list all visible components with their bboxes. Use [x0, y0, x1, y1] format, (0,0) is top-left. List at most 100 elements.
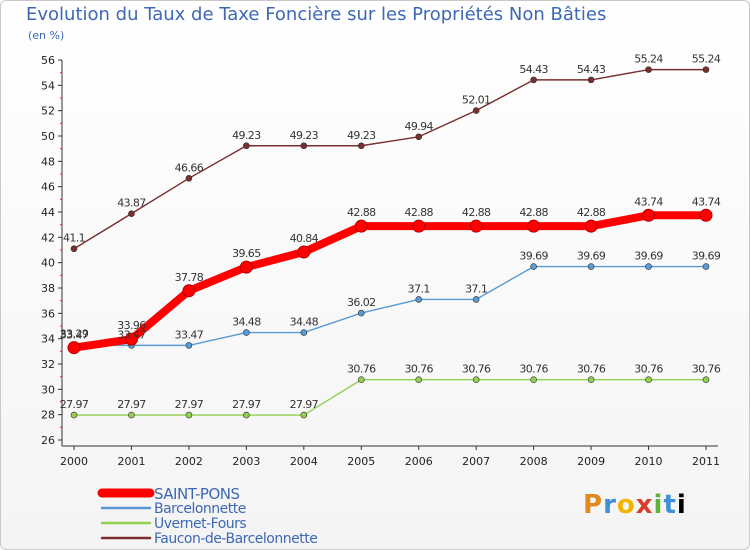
data-point: [587, 263, 595, 270]
y-tick-label: 40: [41, 257, 55, 270]
logo-letter: i: [676, 490, 687, 520]
y-tick-label: 26: [41, 434, 55, 447]
y-axis-unit: (en %): [28, 29, 65, 42]
data-point: [702, 376, 710, 384]
data-point: [185, 342, 193, 349]
data-label: 39.69: [519, 250, 548, 263]
x-tick-label: 2006: [405, 455, 433, 468]
data-point: [645, 263, 652, 270]
data-label: 34.48: [232, 316, 261, 329]
data-label: 30.76: [462, 363, 491, 376]
data-point: [702, 263, 710, 270]
data-label: 55.24: [692, 53, 721, 66]
y-tick-label: 34: [41, 333, 55, 346]
data-point: [412, 219, 426, 233]
data-label: 39.69: [577, 250, 606, 263]
series-line: [70, 211, 710, 352]
x-tick-label: 2008: [520, 455, 548, 468]
x-tick-label: 2001: [117, 455, 145, 468]
data-label: 43.74: [692, 195, 721, 208]
y-tick-label: 30: [41, 383, 55, 396]
data-point: [530, 376, 537, 384]
logo-letter: o: [616, 490, 636, 520]
data-label: 39.69: [692, 250, 721, 263]
data-point: [70, 411, 78, 419]
data-label: 42.88: [347, 206, 376, 219]
x-tick-label: 2000: [60, 455, 88, 468]
data-point: [67, 341, 81, 355]
data-point: [472, 107, 480, 114]
data-label: 43.87: [117, 197, 146, 210]
data-point: [243, 329, 250, 336]
data-point: [645, 376, 652, 384]
data-label: 49.23: [232, 129, 261, 142]
data-label: 42.88: [519, 206, 548, 219]
data-point: [472, 296, 480, 303]
data-label: 36.02: [347, 296, 376, 309]
data-label: 39.69: [634, 250, 663, 263]
series-line: [73, 68, 707, 250]
data-point: [243, 142, 250, 150]
data-point: [357, 142, 365, 150]
data-label: 27.97: [117, 398, 146, 411]
data-label: 49.94: [404, 120, 433, 133]
data-point: [469, 219, 483, 233]
y-tick-label: 52: [41, 105, 55, 118]
logo-letter: P: [583, 490, 604, 520]
y-tick-label: 28: [41, 409, 55, 422]
data-label: 54.43: [519, 63, 548, 76]
data-label: 33.47: [117, 328, 146, 341]
data-point: [185, 411, 193, 419]
data-point: [124, 332, 138, 346]
data-label: 27.97: [232, 398, 261, 411]
y-tick-label: 56: [41, 54, 55, 67]
data-label: 37.78: [175, 271, 204, 284]
data-point: [530, 263, 537, 270]
data-label: 30.76: [404, 363, 433, 376]
data-label: 43.74: [634, 195, 663, 208]
data-label: 30.76: [692, 363, 721, 376]
data-point: [642, 208, 656, 222]
data-label: 42.88: [577, 206, 606, 219]
y-tick-label: 36: [41, 307, 55, 320]
x-tick-label: 2003: [232, 455, 260, 468]
logo-letter: r: [603, 490, 617, 520]
data-point: [185, 175, 193, 182]
data-point: [128, 411, 135, 419]
logo-letter: x: [635, 490, 654, 520]
x-tick-label: 2004: [290, 455, 318, 468]
data-label: 49.23: [347, 129, 376, 142]
data-label: 30.76: [634, 363, 663, 376]
data-point: [243, 411, 250, 419]
x-tick-label: 2007: [462, 455, 490, 468]
y-tick-label: 42: [41, 231, 55, 244]
data-point: [415, 296, 423, 303]
logo-letter: t: [663, 490, 677, 520]
data-point: [182, 284, 196, 298]
data-label: 55.24: [634, 53, 663, 66]
data-label: 52.01: [462, 94, 491, 107]
legend-label: Uvernet-Fours: [154, 516, 246, 532]
data-point: [300, 142, 308, 150]
data-point: [587, 376, 595, 384]
y-tick-label: 54: [41, 79, 55, 92]
data-label: 39.65: [232, 247, 261, 260]
data-point: [297, 245, 311, 259]
data-label: 30.76: [519, 363, 548, 376]
data-label: 33.96: [117, 319, 146, 332]
data-point: [584, 219, 598, 233]
data-label: 34.48: [290, 316, 319, 329]
chart-title: Evolution du Taux de Taxe Foncière sur l…: [26, 4, 607, 25]
data-label: 37.1: [465, 282, 487, 295]
data-point: [645, 66, 652, 73]
data-point: [587, 76, 595, 84]
legend-label: Barcelonnette: [154, 501, 246, 517]
logo-letter: i: [653, 490, 664, 520]
data-label: 30.76: [347, 363, 376, 376]
data-label: 33.47: [60, 328, 89, 341]
y-tick-label: 44: [41, 206, 55, 219]
data-point: [128, 210, 135, 217]
data-point: [699, 208, 713, 222]
data-label: 33.29: [60, 328, 89, 341]
